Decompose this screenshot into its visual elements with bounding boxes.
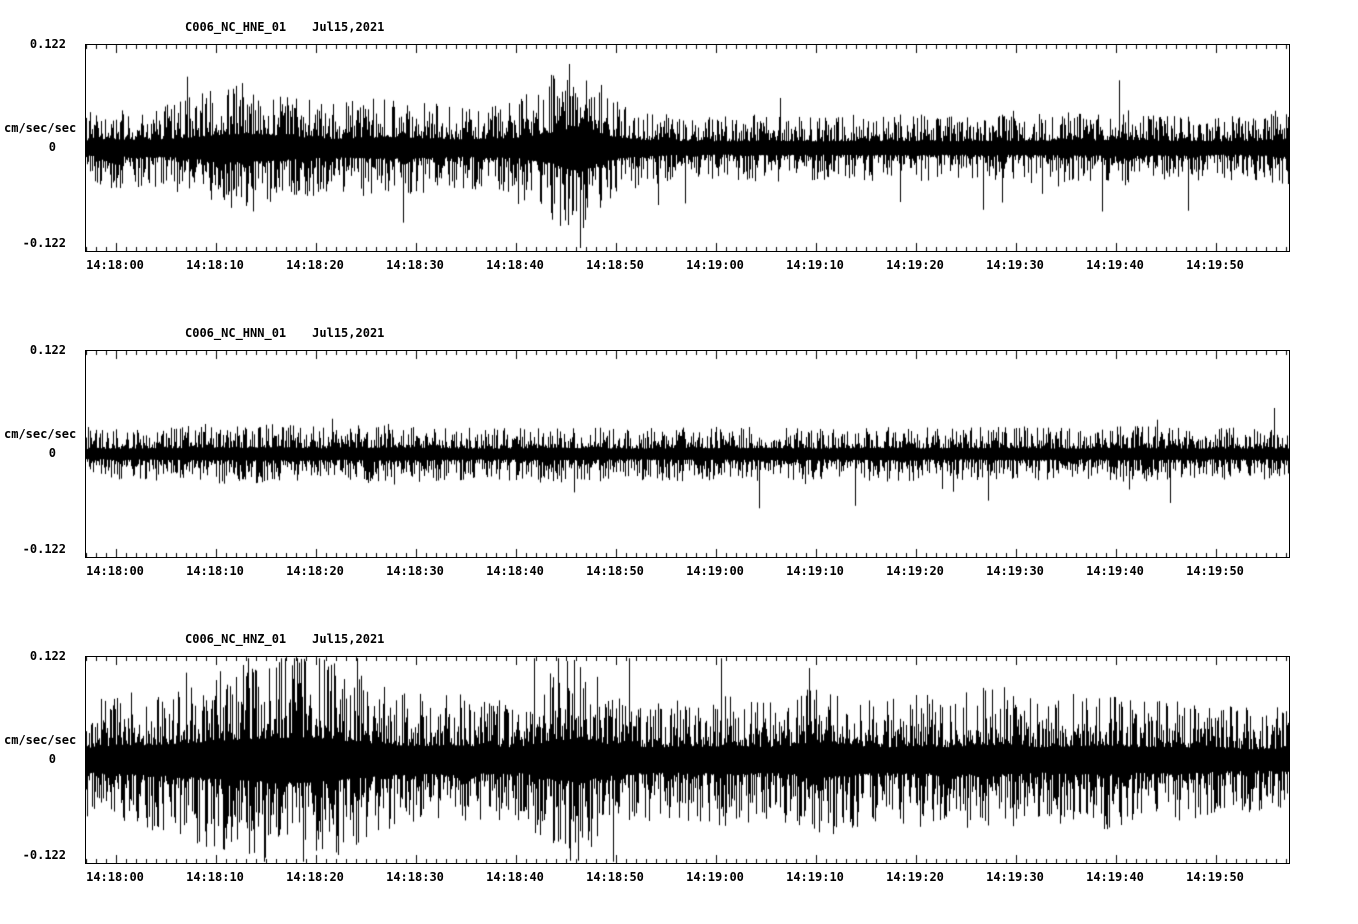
trace-date-label: Jul15,2021 [312, 326, 385, 340]
trace-station-label: C006_NC_HNZ_01 [185, 632, 287, 646]
x-tick-label: 14:19:50 [1186, 564, 1244, 578]
x-tick-label: 14:19:50 [1186, 258, 1244, 272]
y-min-label: -0.122 [22, 848, 66, 862]
x-tick-label: 14:19:30 [986, 870, 1044, 884]
x-tick-label: 14:18:00 [86, 258, 144, 272]
x-tick-label: 14:19:20 [886, 870, 944, 884]
y-axis-unit-label: cm/sec/sec [4, 427, 77, 441]
x-tick-label: 14:18:10 [186, 870, 244, 884]
trace-station-label: C006_NC_HNE_01 [185, 20, 287, 34]
x-tick-label: 14:18:10 [186, 258, 244, 272]
x-tick-label: 14:19:00 [686, 258, 744, 272]
y-min-label: -0.122 [22, 236, 66, 250]
trace-title: C006_NC_HNE_01 Jul15,2021 [185, 20, 384, 34]
x-tick-label: 14:19:00 [686, 564, 744, 578]
x-tick-label: 14:18:50 [586, 258, 644, 272]
trace-title: C006_NC_HNZ_01 Jul15,2021 [185, 632, 384, 646]
x-axis-labels: 14:18:00 14:18:10 14:18:20 14:18:30 14:18:40… [0, 870, 1358, 888]
y-max-label: 0.122 [29, 649, 66, 663]
y-axis-unit-label: cm/sec/sec [4, 733, 77, 747]
x-tick-label: 14:19:40 [1086, 564, 1144, 578]
y-max-label: 0.122 [29, 343, 66, 357]
x-tick-label: 14:18:20 [286, 870, 344, 884]
seismogram-panel: C006_NC_HNN_01 Jul15,2021 0.122 cm/sec/se… [0, 312, 1358, 612]
y-min-label: -0.122 [22, 542, 66, 556]
x-tick-label: 14:18:00 [86, 564, 144, 578]
x-tick-label: 14:18:00 [86, 870, 144, 884]
x-axis-labels: 14:18:00 14:18:10 14:18:20 14:18:30 14:18:40… [0, 258, 1358, 276]
x-tick-label: 14:19:20 [886, 258, 944, 272]
x-tick-label: 14:18:40 [486, 564, 544, 578]
y-zero-label: 0 [48, 140, 56, 154]
plot-area [85, 656, 1290, 864]
y-max-label: 0.122 [29, 37, 66, 51]
x-tick-label: 14:19:20 [886, 564, 944, 578]
trace-date-label: Jul15,2021 [312, 20, 385, 34]
waveform-canvas [86, 351, 1289, 557]
plot-area [85, 44, 1290, 252]
trace-date-label: Jul15,2021 [312, 632, 385, 646]
y-zero-label: 0 [48, 446, 56, 460]
x-axis-labels: 14:18:00 14:18:10 14:18:20 14:18:30 14:18:40… [0, 564, 1358, 582]
x-tick-label: 14:19:30 [986, 564, 1044, 578]
seismogram-panel: C006_NC_HNE_01 Jul15,2021 0.122 cm/sec/se… [0, 6, 1358, 306]
x-tick-label: 14:19:10 [786, 258, 844, 272]
plot-area [85, 350, 1290, 558]
x-tick-label: 14:18:20 [286, 258, 344, 272]
x-tick-label: 14:18:40 [486, 258, 544, 272]
waveform-canvas [86, 657, 1289, 863]
trace-station-label: C006_NC_HNN_01 [185, 326, 287, 340]
waveform-canvas [86, 45, 1289, 251]
x-tick-label: 14:18:50 [586, 564, 644, 578]
x-tick-label: 14:18:30 [386, 258, 444, 272]
trace-title: C006_NC_HNN_01 Jul15,2021 [185, 326, 384, 340]
x-tick-label: 14:18:30 [386, 564, 444, 578]
x-tick-label: 14:19:50 [1186, 870, 1244, 884]
x-tick-label: 14:19:30 [986, 258, 1044, 272]
x-tick-label: 14:18:20 [286, 564, 344, 578]
x-tick-label: 14:19:40 [1086, 258, 1144, 272]
y-axis-unit-label: cm/sec/sec [4, 121, 77, 135]
seismogram-panel: C006_NC_HNZ_01 Jul15,2021 0.122 cm/sec/se… [0, 618, 1358, 918]
x-tick-label: 14:19:10 [786, 564, 844, 578]
x-tick-label: 14:19:10 [786, 870, 844, 884]
x-tick-label: 14:18:40 [486, 870, 544, 884]
y-zero-label: 0 [48, 752, 56, 766]
x-tick-label: 14:19:40 [1086, 870, 1144, 884]
x-tick-label: 14:18:30 [386, 870, 444, 884]
x-tick-label: 14:18:10 [186, 564, 244, 578]
x-tick-label: 14:19:00 [686, 870, 744, 884]
x-tick-label: 14:18:50 [586, 870, 644, 884]
